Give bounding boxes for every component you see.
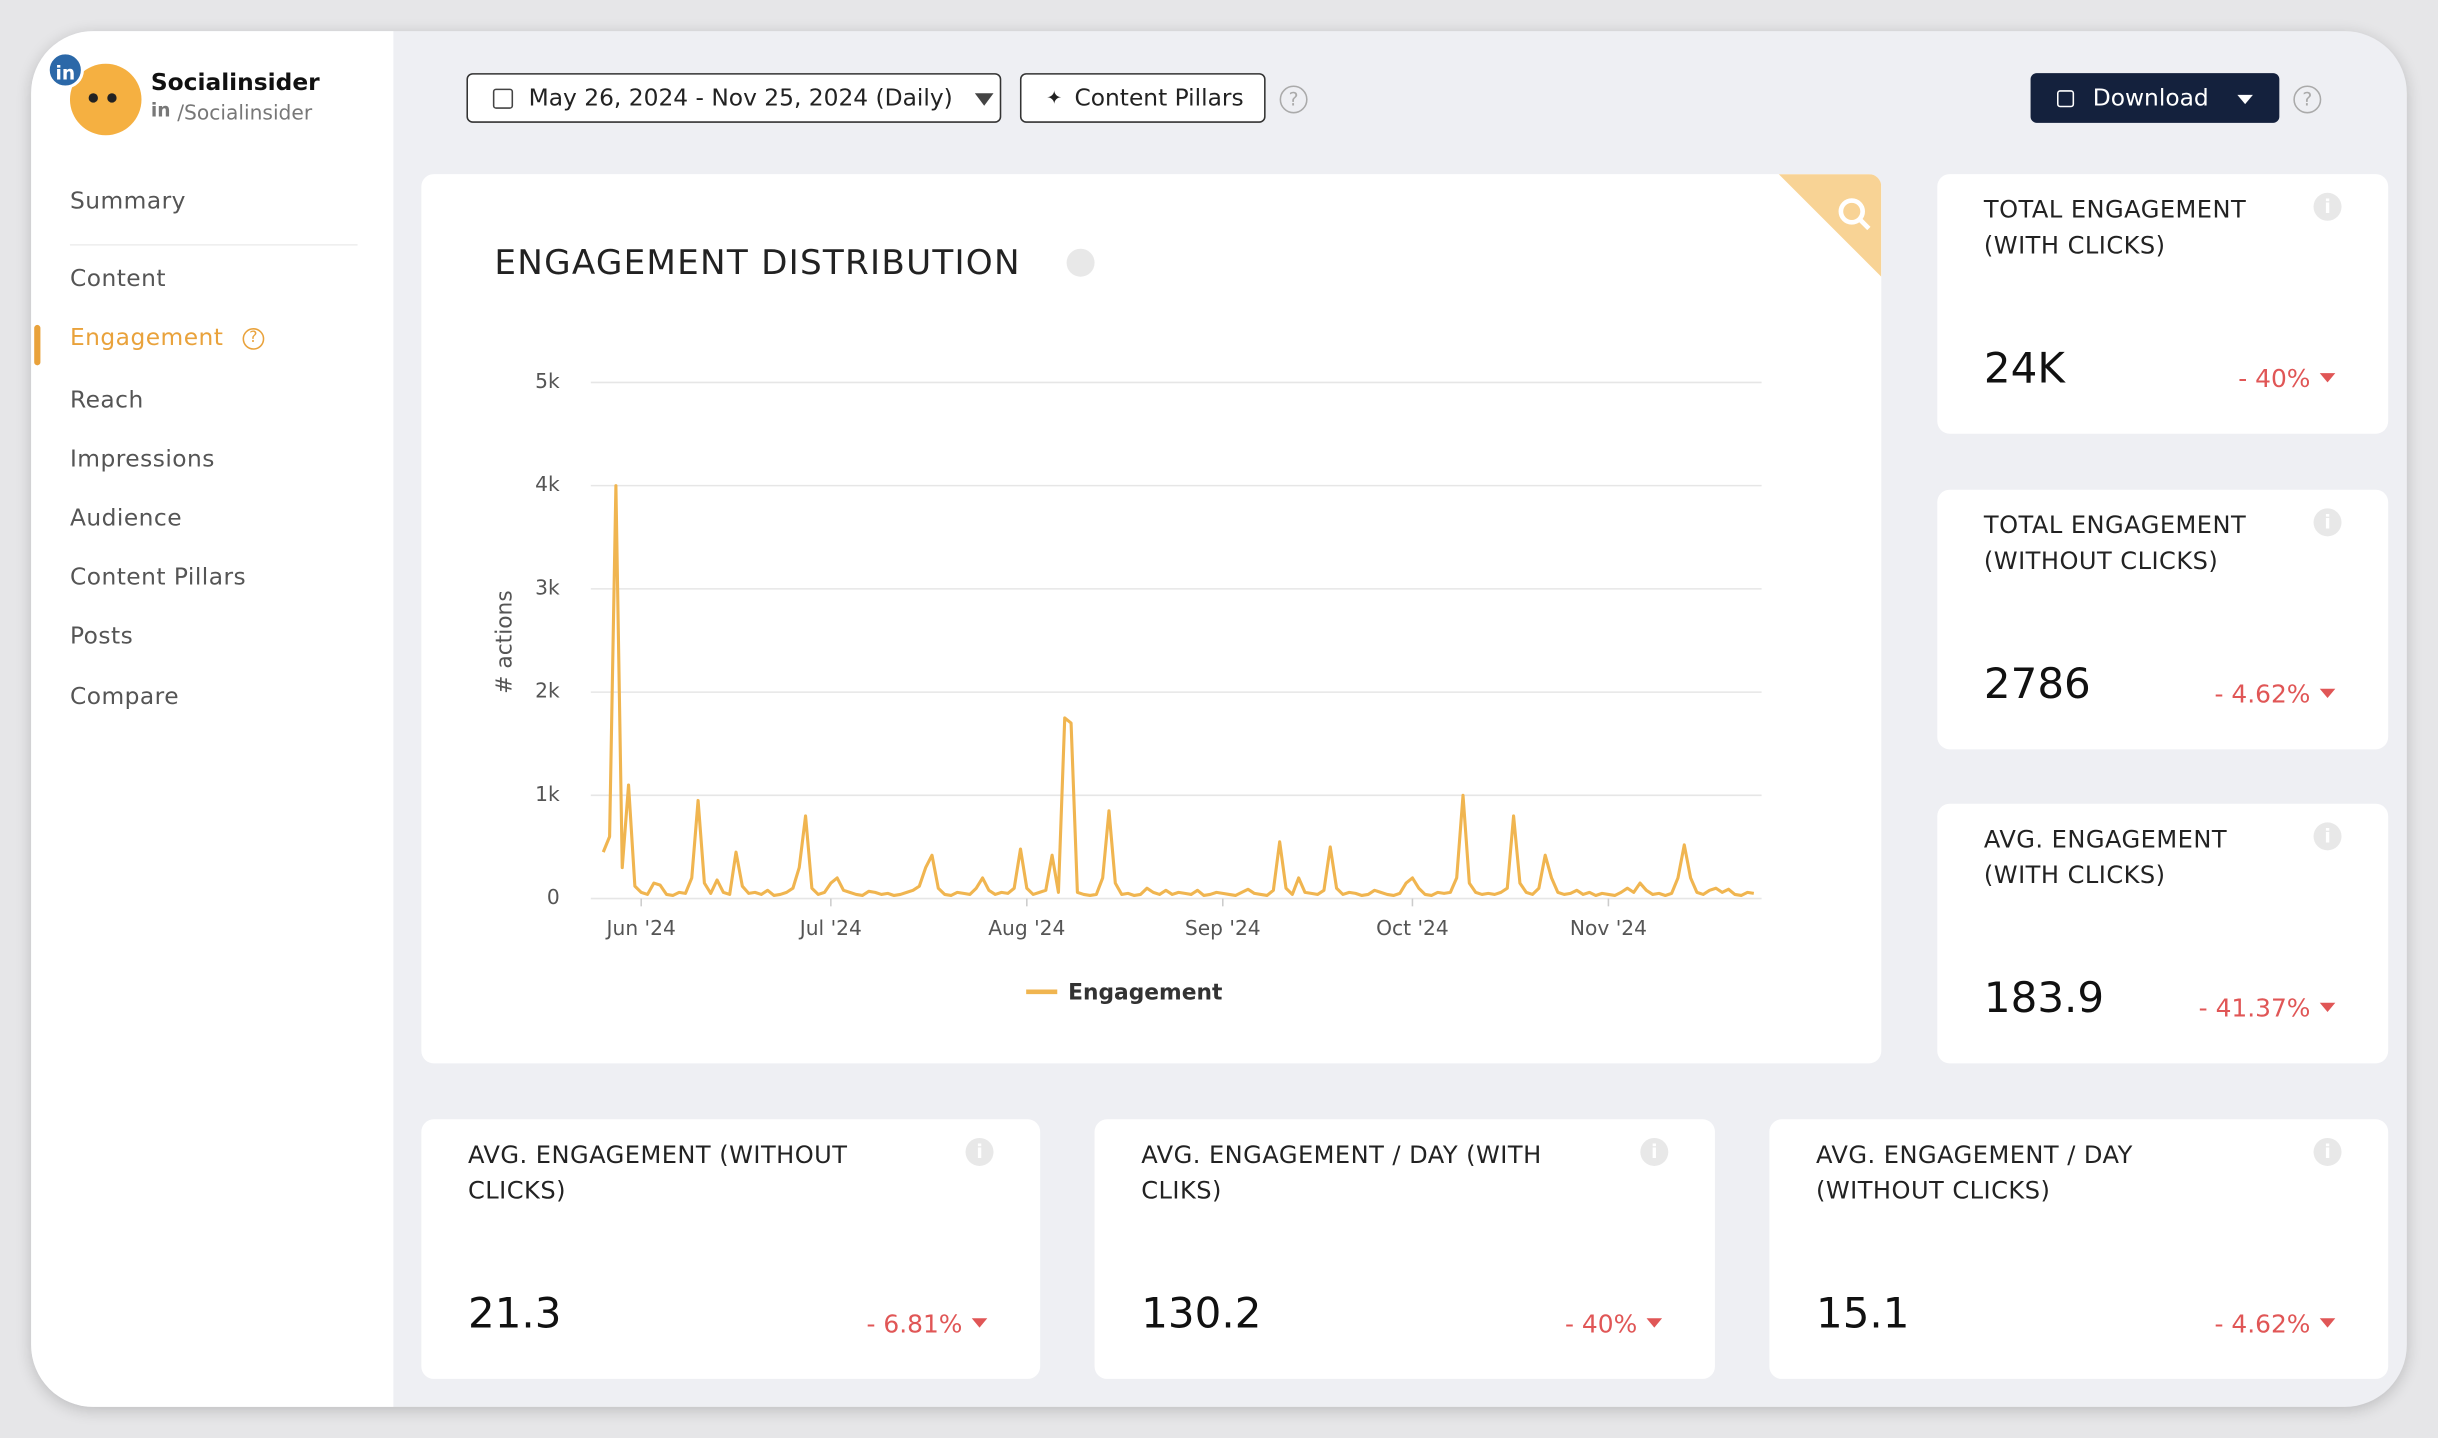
metric-title: TOTAL ENGAGEMENT (WITH CLICKS) <box>1983 195 2247 260</box>
nav-item[interactable]: Summary <box>69 186 186 215</box>
info-icon: i <box>2313 822 2342 851</box>
download-icon <box>2057 89 2075 107</box>
download-button[interactable]: Download <box>2030 73 2280 123</box>
caret <box>2236 94 2253 111</box>
y-tick-label: 2k <box>535 679 560 703</box>
metric-card: TOTAL ENGAGEMENT (WITH CLICKS) i 24K - 40% <box>1937 174 2389 434</box>
divider <box>69 244 358 246</box>
metric-card: AVG. ENGAGEMENT / DAY (WITH CLIKS) i 130.2… <box>1094 1119 1715 1379</box>
nav-item[interactable]: Audience <box>69 503 183 532</box>
brand-handle: /Socialinsider <box>177 102 313 126</box>
metric-value: 24K <box>1983 345 2065 394</box>
info-icon: i <box>1640 1137 1669 1166</box>
metric-value: 2786 <box>1983 660 2091 709</box>
metric-value: 15.1 <box>1816 1290 1910 1339</box>
chart-title: ENGAGEMENT DISTRIBUTION <box>494 243 1020 283</box>
x-tick-label: Sep '24 <box>1185 916 1261 940</box>
brand-name: Socialinsider <box>150 68 320 97</box>
metric-value: 21.3 <box>467 1290 562 1339</box>
y-axis-label: # actions <box>493 590 518 693</box>
nav-item[interactable]: Compare <box>69 682 180 711</box>
pillars-label: Content Pillars <box>1074 83 1244 112</box>
y-tick-label: 4k <box>535 472 560 496</box>
y-tick-label: 3k <box>535 575 560 599</box>
content-pillars-button[interactable]: ✦ Content Pillars <box>1019 73 1266 123</box>
metric-change: - 4.62% <box>2215 1309 2336 1339</box>
legend-label: Engagement <box>1068 980 1222 1005</box>
line-series <box>601 484 1755 898</box>
date-range: May 26, 2024 - Nov 25, 2024 (Daily) <box>528 83 953 112</box>
metric-title: AVG. ENGAGEMENT / DAY (WITH CLIKS) <box>1141 1141 1542 1205</box>
y-tick-label: 1k <box>535 782 560 806</box>
metric-card: AVG. ENGAGEMENT (WITH CLICKS) i 183.9 - 41.… <box>1937 803 2389 1064</box>
metric-card: AVG. ENGAGEMENT / DAY (WITHOUT CLICKS) i 1… <box>1769 1119 2389 1379</box>
help-icon[interactable]: ? <box>1279 85 1308 114</box>
sidebar: in Socialinsider in /Socialinsider Summa… <box>31 31 394 1407</box>
nav-item[interactable]: Content Pillars <box>69 562 247 591</box>
search-icon <box>1838 198 1865 225</box>
nav-item[interactable]: Engagement <box>69 323 224 352</box>
nav-item[interactable]: Reach <box>69 385 144 414</box>
help-icon[interactable]: ? <box>2293 85 2322 114</box>
metric-value: 130.2 <box>1141 1290 1262 1339</box>
info-icon: i <box>965 1137 994 1166</box>
help-icon: ? <box>242 328 265 350</box>
x-tick-label: Jul '24 <box>798 916 862 940</box>
metric-title: AVG. ENGAGEMENT / DAY (WITHOUT CLICKS) <box>1816 1141 2133 1205</box>
x-tick-label: Jun '24 <box>605 916 676 940</box>
calendar-icon <box>492 87 514 109</box>
brand-network: in <box>150 99 171 122</box>
caret <box>974 93 994 115</box>
metric-title: AVG. ENGAGEMENT (WITHOUT CLICKS) <box>467 1141 848 1205</box>
nav-item[interactable]: Impressions <box>69 444 215 473</box>
sparkle-icon: ✦ <box>1046 87 1063 109</box>
metric-change: - 40% <box>1565 1309 1662 1339</box>
nav-item[interactable]: Posts <box>69 621 134 650</box>
window: in Socialinsider in /Socialinsider Summa… <box>31 31 2407 1407</box>
info-icon: i <box>2313 192 2342 221</box>
date-range-button[interactable]: May 26, 2024 - Nov 25, 2024 (Daily) <box>466 73 1002 123</box>
info-icon: i <box>2313 508 2342 537</box>
x-tick-label: Nov '24 <box>1570 916 1647 940</box>
metric-title: AVG. ENGAGEMENT (WITH CLICKS) <box>1983 825 2228 890</box>
y-tick-label: 0 <box>547 885 560 909</box>
metric-card: AVG. ENGAGEMENT (WITHOUT CLICKS) i 21.3 - 6… <box>421 1119 1041 1379</box>
info-icon: i <box>2313 1137 2342 1166</box>
info-icon <box>1066 248 1095 277</box>
chart-card: ENGAGEMENT DISTRIBUTION # actions 0 1k 2k 3… <box>421 174 1882 1064</box>
download-label: Download <box>2092 83 2209 112</box>
metric-title: TOTAL ENGAGEMENT (WITHOUT CLICKS) <box>1983 511 2247 576</box>
avatar-face <box>88 93 98 103</box>
search-icon <box>1857 217 1871 231</box>
metric-change: - 40% <box>2238 364 2335 394</box>
active-indicator <box>34 324 41 366</box>
x-tick-label: Oct '24 <box>1376 916 1449 940</box>
metric-change: - 41.37% <box>2199 993 2336 1023</box>
metric-value: 183.9 <box>1983 974 2105 1023</box>
linkedin-badge: in <box>46 51 84 89</box>
metric-change: - 6.81% <box>867 1309 988 1339</box>
chart: ENGAGEMENT DISTRIBUTION # actions 0 1k 2k 3… <box>493 174 1882 1005</box>
nav-item[interactable]: Content <box>69 264 166 293</box>
y-tick-label: 5k <box>535 369 560 393</box>
metric-card: TOTAL ENGAGEMENT (WITHOUT CLICKS) i 2786 - … <box>1937 489 2389 750</box>
x-tick-label: Aug '24 <box>988 916 1065 940</box>
metric-change: - 4.62% <box>2215 679 2336 709</box>
